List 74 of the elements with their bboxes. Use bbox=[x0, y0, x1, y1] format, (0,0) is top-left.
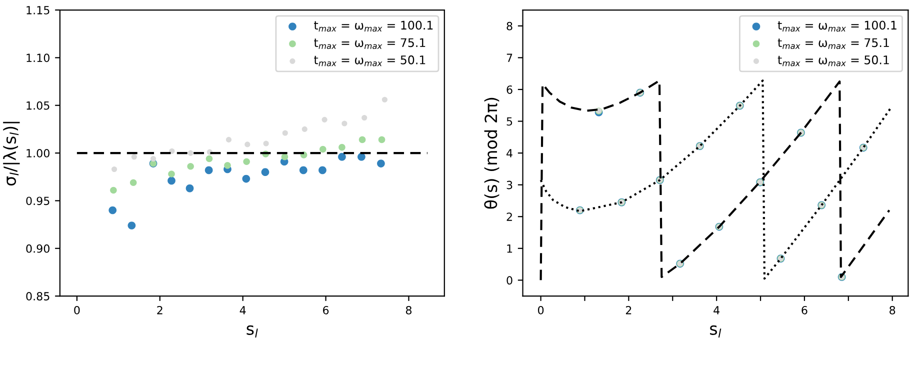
x-tick-label: 6 bbox=[802, 306, 808, 314]
point bbox=[206, 155, 213, 162]
point bbox=[130, 179, 137, 186]
x-axis-title: s$_{l}$ bbox=[246, 325, 258, 338]
y-tick-label: 6 bbox=[506, 85, 512, 94]
point bbox=[150, 156, 156, 162]
point bbox=[318, 166, 326, 174]
point bbox=[128, 222, 136, 230]
y-tick-label: 1 bbox=[507, 244, 512, 253]
x-tick-label: 0 bbox=[538, 306, 544, 314]
point bbox=[244, 142, 250, 148]
y-tick-label: 1.05 bbox=[26, 101, 50, 110]
legend-label: t$_{max}$ = ω$_{max}$ = 50.1 bbox=[778, 55, 889, 66]
y-tick-label: 0.90 bbox=[26, 244, 50, 253]
point bbox=[377, 160, 385, 168]
y-tick-label: 8 bbox=[506, 22, 512, 30]
point bbox=[108, 206, 117, 214]
legend-label: t$_{max}$ = ω$_{max}$ = 75.1 bbox=[314, 38, 426, 49]
legend-label: t$_{max}$ = ω$_{max}$ = 100.1 bbox=[778, 20, 896, 32]
point bbox=[224, 162, 231, 169]
x-tick-label: 2 bbox=[157, 306, 162, 314]
legend-label: t$_{max}$ = ω$_{max}$ = 75.1 bbox=[778, 38, 889, 49]
y-axis-title: σ$_{l}$/|λ(s$_{l}$)| bbox=[3, 122, 20, 186]
x-tick-label: 4 bbox=[714, 306, 720, 314]
point bbox=[110, 186, 117, 194]
x-tick-label: 0 bbox=[74, 306, 80, 314]
point bbox=[302, 126, 308, 132]
y-tick-label: 0.95 bbox=[26, 196, 50, 206]
point bbox=[382, 96, 388, 102]
x-tick-label: 8 bbox=[890, 306, 896, 314]
y-tick-label: 3 bbox=[506, 180, 512, 190]
y-tick-label: 1.10 bbox=[26, 54, 50, 62]
point bbox=[362, 114, 368, 121]
point bbox=[378, 136, 386, 144]
point bbox=[299, 166, 308, 174]
y-tick-label: 5 bbox=[506, 117, 512, 126]
y-tick-label: 0 bbox=[506, 276, 512, 285]
point bbox=[319, 146, 326, 153]
point bbox=[188, 150, 194, 156]
y-axis-title: θ(s) (mod 2π) bbox=[484, 98, 500, 209]
point bbox=[131, 154, 137, 160]
x-tick-label: 6 bbox=[323, 306, 329, 314]
legend-label: t$_{max}$ = ω$_{max}$ = 100.1 bbox=[314, 20, 433, 32]
point bbox=[168, 176, 176, 185]
y-tick-label: 0.85 bbox=[26, 292, 50, 300]
point bbox=[168, 170, 175, 178]
point bbox=[338, 152, 346, 161]
x-tick-label: 2 bbox=[626, 306, 632, 314]
point bbox=[169, 148, 175, 154]
point bbox=[261, 168, 270, 176]
y-tick-label: 7 bbox=[506, 54, 512, 62]
point bbox=[322, 116, 328, 122]
x-tick-label: 4 bbox=[240, 306, 246, 314]
point bbox=[338, 144, 346, 151]
point bbox=[281, 153, 288, 160]
legend-label: t$_{max}$ = ω$_{max}$ = 50.1 bbox=[314, 55, 426, 66]
point bbox=[358, 152, 366, 161]
point bbox=[342, 120, 348, 126]
point bbox=[111, 166, 118, 172]
point bbox=[204, 166, 213, 174]
point bbox=[243, 158, 250, 166]
y-tick-label: 1.00 bbox=[26, 149, 50, 158]
y-tick-label: 4 bbox=[506, 149, 512, 158]
point bbox=[242, 174, 250, 183]
point bbox=[187, 162, 194, 170]
point bbox=[282, 130, 288, 136]
y-tick-label: 2 bbox=[506, 212, 512, 221]
point bbox=[186, 184, 194, 192]
point bbox=[358, 136, 366, 144]
point bbox=[263, 140, 269, 146]
point bbox=[226, 136, 232, 142]
x-axis-title: s$_{l}$ bbox=[710, 325, 722, 338]
x-tick-label: 8 bbox=[406, 306, 412, 314]
y-tick-label: 1.15 bbox=[26, 6, 50, 14]
